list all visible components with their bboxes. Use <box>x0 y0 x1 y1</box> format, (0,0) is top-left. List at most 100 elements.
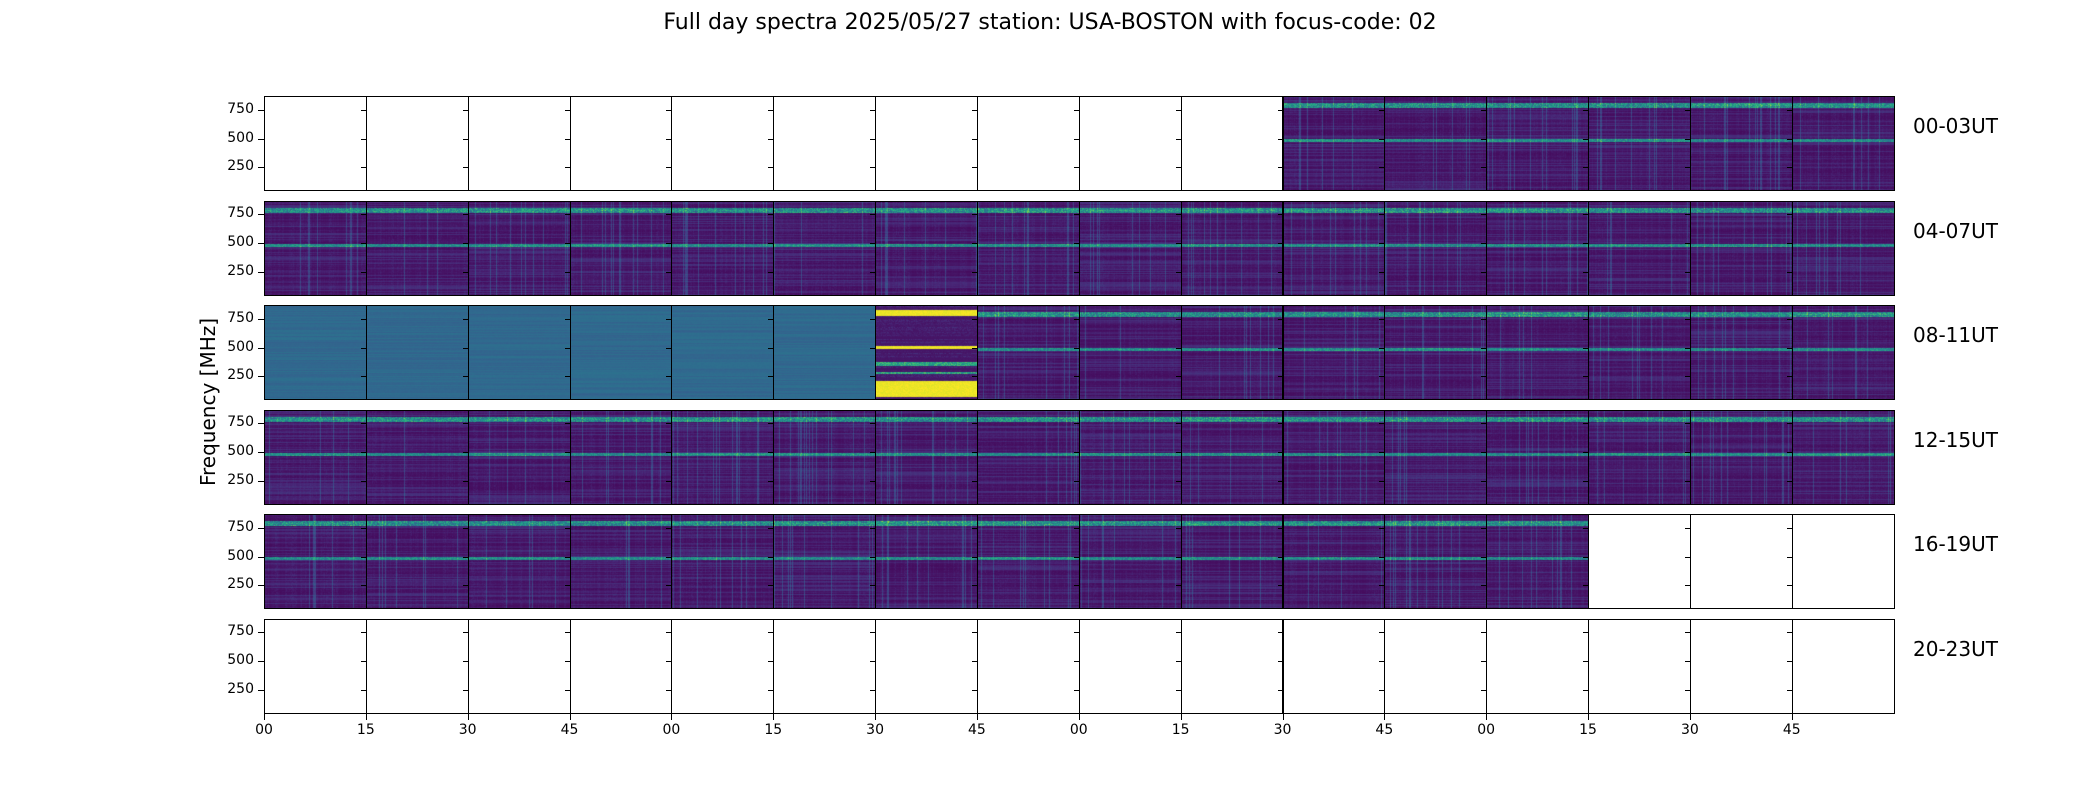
x-tick <box>365 713 367 720</box>
panel-tick <box>1175 585 1181 587</box>
spectrum-panel <box>875 200 978 296</box>
y-tick-label: 750 <box>227 309 254 326</box>
panel-tick <box>360 423 366 425</box>
spectrum-heatmap <box>1283 306 1385 399</box>
spectrum-panel <box>467 618 571 714</box>
panel-tick <box>768 138 774 140</box>
panel-tick <box>1481 214 1487 216</box>
panel-tick <box>360 243 366 245</box>
spectrum-panel <box>773 409 877 505</box>
panel-tick <box>462 347 468 349</box>
x-tick <box>264 713 265 720</box>
panel-tick <box>1379 167 1385 169</box>
x-tick-label: 15 <box>1171 721 1190 738</box>
spectrum-panel <box>1180 200 1284 296</box>
spectrum-heatmap <box>1079 306 1181 399</box>
spectrum-panel <box>569 200 673 296</box>
panel-tick <box>462 556 468 558</box>
panel-tick <box>360 480 366 482</box>
x-tick <box>671 713 673 720</box>
spectrum-panel <box>264 200 367 296</box>
spectrum-panel <box>1078 514 1182 609</box>
spectrum-panel <box>1689 618 1793 714</box>
spectrum-heatmap <box>1589 97 1690 190</box>
spectrum-panel <box>365 514 469 609</box>
panel-tick <box>1583 167 1589 169</box>
panel-tick <box>870 632 876 634</box>
x-tick <box>976 713 978 720</box>
spectrum-panel <box>1180 409 1284 505</box>
spectrum-panel <box>1384 305 1488 400</box>
spectrum-heatmap <box>1283 515 1385 608</box>
panel-tick <box>1684 661 1690 663</box>
panel-tick <box>1684 214 1690 216</box>
panel-tick <box>1175 632 1181 634</box>
panel-tick <box>666 167 672 169</box>
spectrum-heatmap <box>570 515 672 608</box>
panel-tick <box>1786 661 1792 663</box>
panel-tick <box>1379 318 1385 320</box>
y-tick-label: 250 <box>227 471 254 488</box>
spectrum-panel <box>365 618 469 714</box>
panel-tick <box>768 318 774 320</box>
spectrum-heatmap <box>1792 410 1894 504</box>
spectrum-panel <box>1282 409 1386 505</box>
panel-tick <box>768 632 774 634</box>
spectrum-panel <box>976 305 1080 400</box>
panel-tick <box>1684 109 1690 111</box>
panel-tick <box>768 243 774 245</box>
row-label: 12-15UT <box>1913 427 1998 452</box>
panel-tick <box>360 689 366 691</box>
panel-tick <box>971 480 977 482</box>
spectrum-panel <box>976 618 1080 714</box>
panel-tick <box>1073 661 1079 663</box>
y-tick-label: 250 <box>227 576 254 593</box>
panel-tick <box>1684 423 1690 425</box>
x-tick-label: 00 <box>1069 721 1088 738</box>
spectrum-heatmap <box>265 201 366 295</box>
panel-tick <box>1684 318 1690 320</box>
panel-tick <box>564 167 570 169</box>
panel-tick <box>1277 689 1283 691</box>
panel-tick <box>768 689 774 691</box>
panel-tick <box>1583 376 1589 378</box>
panel-tick <box>1175 452 1181 454</box>
panel-tick <box>768 167 774 169</box>
x-tick-label: 45 <box>1782 721 1801 738</box>
x-tick <box>1689 713 1691 720</box>
spectrum-panel <box>671 96 775 191</box>
panel-tick <box>1175 167 1181 169</box>
spectrum-heatmap <box>468 201 570 295</box>
spectrum-panel <box>1384 200 1488 296</box>
x-tick-label: 30 <box>1680 721 1699 738</box>
panel-tick <box>1684 452 1690 454</box>
panel-tick <box>870 109 876 111</box>
panel-tick <box>870 452 876 454</box>
row-label: 20-23UT <box>1913 636 1998 661</box>
panel-tick <box>462 167 468 169</box>
y-tick <box>258 347 264 349</box>
panel-tick <box>1583 452 1589 454</box>
panel-tick <box>1786 632 1792 634</box>
spectrum-panel <box>1791 514 1895 609</box>
spectrum-panel <box>467 409 571 505</box>
panel-tick <box>360 167 366 169</box>
panel-tick <box>1379 271 1385 273</box>
spectrum-panel <box>1078 200 1182 296</box>
panel-tick <box>1277 347 1283 349</box>
spectrum-heatmap <box>1283 201 1385 295</box>
y-tick <box>258 661 264 663</box>
spectrum-heatmap <box>774 410 876 504</box>
spectrum-panel <box>1791 305 1895 400</box>
spectrum-panel <box>1588 618 1691 714</box>
x-tick <box>1791 713 1793 720</box>
panel-tick <box>971 214 977 216</box>
panel-tick <box>1277 214 1283 216</box>
spectrum-panel <box>1078 618 1182 714</box>
spectrum-panel <box>1689 200 1793 296</box>
panel-tick <box>1277 271 1283 273</box>
panel-tick <box>1481 271 1487 273</box>
panel-tick <box>1073 347 1079 349</box>
panel-tick <box>1786 109 1792 111</box>
panel-tick <box>1786 376 1792 378</box>
